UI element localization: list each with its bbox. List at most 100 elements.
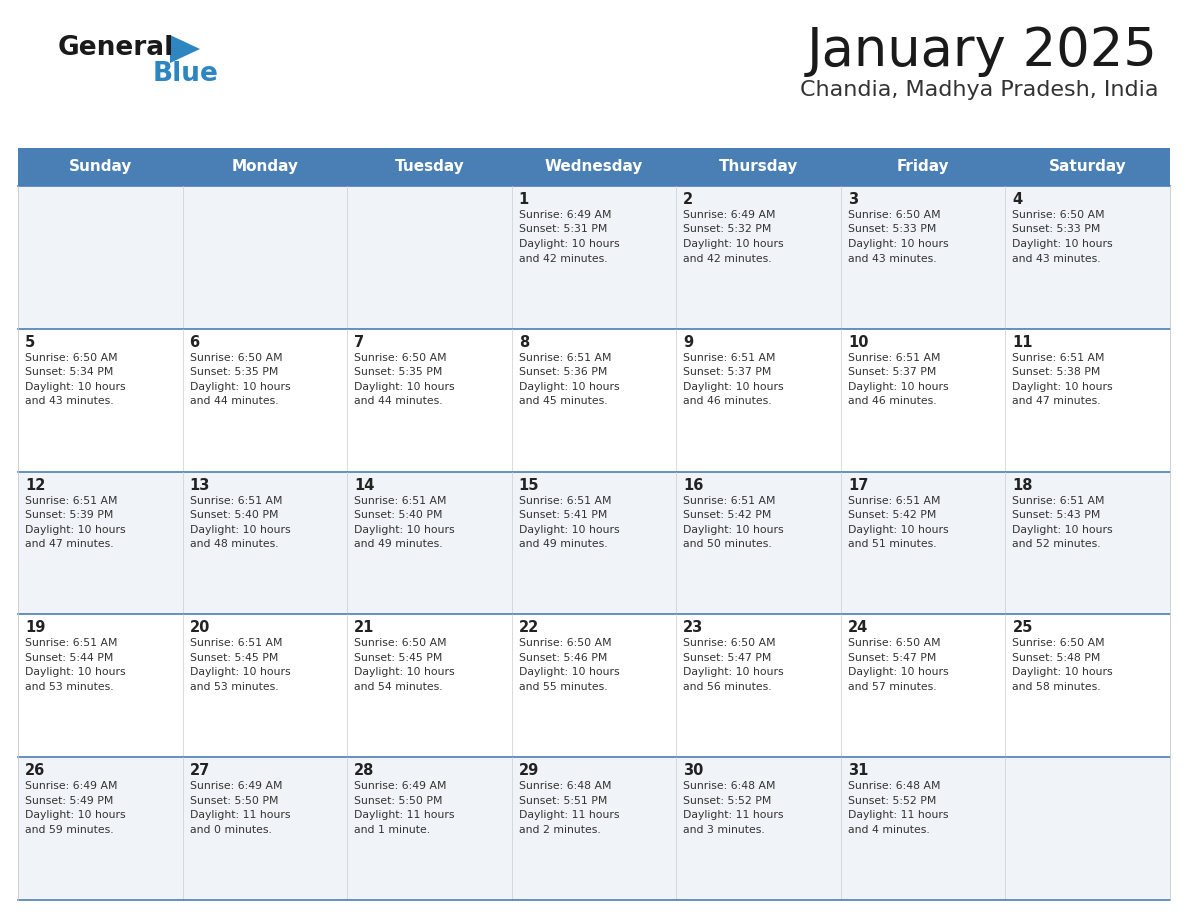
Text: Daylight: 10 hours: Daylight: 10 hours [190, 524, 290, 534]
Text: General: General [58, 35, 175, 61]
Text: Daylight: 11 hours: Daylight: 11 hours [190, 811, 290, 820]
Text: Sunset: 5:34 PM: Sunset: 5:34 PM [25, 367, 113, 377]
Text: 17: 17 [848, 477, 868, 493]
Text: and 44 minutes.: and 44 minutes. [354, 397, 443, 407]
Text: and 46 minutes.: and 46 minutes. [848, 397, 936, 407]
Text: and 42 minutes.: and 42 minutes. [683, 253, 772, 263]
Text: Sunrise: 6:49 AM: Sunrise: 6:49 AM [25, 781, 118, 791]
Text: Sunrise: 6:49 AM: Sunrise: 6:49 AM [354, 781, 447, 791]
Text: 18: 18 [1012, 477, 1032, 493]
Text: 23: 23 [683, 621, 703, 635]
Text: 29: 29 [519, 763, 539, 778]
Text: 21: 21 [354, 621, 374, 635]
Text: and 56 minutes.: and 56 minutes. [683, 682, 772, 692]
Text: 19: 19 [25, 621, 45, 635]
Text: Daylight: 10 hours: Daylight: 10 hours [190, 667, 290, 677]
Text: and 3 minutes.: and 3 minutes. [683, 824, 765, 834]
Bar [18, 614, 1170, 757]
Text: Sunrise: 6:48 AM: Sunrise: 6:48 AM [683, 781, 776, 791]
Text: and 2 minutes.: and 2 minutes. [519, 824, 600, 834]
Text: Sunset: 5:43 PM: Sunset: 5:43 PM [1012, 510, 1101, 521]
Text: Sunrise: 6:49 AM: Sunrise: 6:49 AM [519, 210, 611, 220]
Text: Daylight: 10 hours: Daylight: 10 hours [190, 382, 290, 392]
Text: Sunrise: 6:50 AM: Sunrise: 6:50 AM [848, 638, 941, 648]
Text: Daylight: 11 hours: Daylight: 11 hours [519, 811, 619, 820]
Text: Daylight: 10 hours: Daylight: 10 hours [519, 239, 619, 249]
Text: Sunset: 5:39 PM: Sunset: 5:39 PM [25, 510, 113, 521]
Text: Sunrise: 6:51 AM: Sunrise: 6:51 AM [519, 353, 611, 363]
Text: Sunset: 5:50 PM: Sunset: 5:50 PM [354, 796, 443, 806]
Text: 8: 8 [519, 335, 529, 350]
Bar [183, 148, 347, 186]
Text: Sunset: 5:44 PM: Sunset: 5:44 PM [25, 653, 113, 663]
Text: Daylight: 10 hours: Daylight: 10 hours [848, 667, 948, 677]
Bar [347, 148, 512, 186]
Text: Daylight: 10 hours: Daylight: 10 hours [848, 524, 948, 534]
Text: and 49 minutes.: and 49 minutes. [519, 539, 607, 549]
Text: Sunset: 5:36 PM: Sunset: 5:36 PM [519, 367, 607, 377]
Text: and 50 minutes.: and 50 minutes. [683, 539, 772, 549]
Text: 30: 30 [683, 763, 703, 778]
Text: Sunrise: 6:48 AM: Sunrise: 6:48 AM [519, 781, 611, 791]
Text: 4: 4 [1012, 192, 1023, 207]
Text: Sunset: 5:47 PM: Sunset: 5:47 PM [848, 653, 936, 663]
Text: Daylight: 10 hours: Daylight: 10 hours [1012, 239, 1113, 249]
Text: and 4 minutes.: and 4 minutes. [848, 824, 929, 834]
Text: and 43 minutes.: and 43 minutes. [25, 397, 114, 407]
Text: Daylight: 10 hours: Daylight: 10 hours [519, 667, 619, 677]
Text: Sunset: 5:45 PM: Sunset: 5:45 PM [354, 653, 442, 663]
Text: and 0 minutes.: and 0 minutes. [190, 824, 271, 834]
Text: 31: 31 [848, 763, 868, 778]
Text: Sunrise: 6:51 AM: Sunrise: 6:51 AM [1012, 353, 1105, 363]
Text: Daylight: 10 hours: Daylight: 10 hours [1012, 667, 1113, 677]
Text: Chandia, Madhya Pradesh, India: Chandia, Madhya Pradesh, India [800, 80, 1158, 100]
Text: Sunset: 5:49 PM: Sunset: 5:49 PM [25, 796, 113, 806]
Text: Sunset: 5:42 PM: Sunset: 5:42 PM [848, 510, 936, 521]
Text: Sunset: 5:41 PM: Sunset: 5:41 PM [519, 510, 607, 521]
Text: and 48 minutes.: and 48 minutes. [190, 539, 278, 549]
Text: Daylight: 10 hours: Daylight: 10 hours [25, 811, 126, 820]
Text: and 57 minutes.: and 57 minutes. [848, 682, 936, 692]
Text: Daylight: 10 hours: Daylight: 10 hours [683, 239, 784, 249]
Text: Sunrise: 6:51 AM: Sunrise: 6:51 AM [354, 496, 447, 506]
Text: and 1 minute.: and 1 minute. [354, 824, 430, 834]
Text: Sunset: 5:38 PM: Sunset: 5:38 PM [1012, 367, 1101, 377]
Text: Daylight: 10 hours: Daylight: 10 hours [25, 382, 126, 392]
Text: 25: 25 [1012, 621, 1032, 635]
Text: Sunset: 5:31 PM: Sunset: 5:31 PM [519, 225, 607, 234]
Text: Sunset: 5:37 PM: Sunset: 5:37 PM [848, 367, 936, 377]
Bar [18, 329, 1170, 472]
Text: 16: 16 [683, 477, 703, 493]
Text: Sunset: 5:42 PM: Sunset: 5:42 PM [683, 510, 772, 521]
Text: Daylight: 10 hours: Daylight: 10 hours [848, 382, 948, 392]
Text: Sunset: 5:35 PM: Sunset: 5:35 PM [190, 367, 278, 377]
Text: and 55 minutes.: and 55 minutes. [519, 682, 607, 692]
Text: and 46 minutes.: and 46 minutes. [683, 397, 772, 407]
Text: and 43 minutes.: and 43 minutes. [1012, 253, 1101, 263]
Text: Daylight: 10 hours: Daylight: 10 hours [25, 667, 126, 677]
Text: Sunset: 5:52 PM: Sunset: 5:52 PM [848, 796, 936, 806]
Text: Friday: Friday [897, 160, 949, 174]
Text: Sunrise: 6:51 AM: Sunrise: 6:51 AM [683, 353, 776, 363]
Text: Sunrise: 6:50 AM: Sunrise: 6:50 AM [1012, 210, 1105, 220]
Text: Sunset: 5:50 PM: Sunset: 5:50 PM [190, 796, 278, 806]
Text: Sunrise: 6:51 AM: Sunrise: 6:51 AM [848, 496, 941, 506]
Text: and 42 minutes.: and 42 minutes. [519, 253, 607, 263]
Text: Thursday: Thursday [719, 160, 798, 174]
Text: 28: 28 [354, 763, 374, 778]
Text: 27: 27 [190, 763, 210, 778]
Text: and 49 minutes.: and 49 minutes. [354, 539, 443, 549]
Text: 14: 14 [354, 477, 374, 493]
Text: Sunset: 5:32 PM: Sunset: 5:32 PM [683, 225, 772, 234]
Text: Sunday: Sunday [69, 160, 132, 174]
Text: Sunset: 5:40 PM: Sunset: 5:40 PM [190, 510, 278, 521]
Text: Wednesday: Wednesday [545, 160, 643, 174]
Text: Sunrise: 6:51 AM: Sunrise: 6:51 AM [519, 496, 611, 506]
Text: Sunset: 5:51 PM: Sunset: 5:51 PM [519, 796, 607, 806]
Text: Monday: Monday [232, 160, 298, 174]
Text: Saturday: Saturday [1049, 160, 1126, 174]
Text: Sunset: 5:52 PM: Sunset: 5:52 PM [683, 796, 772, 806]
Text: 6: 6 [190, 335, 200, 350]
Bar [1005, 148, 1170, 186]
Text: Daylight: 10 hours: Daylight: 10 hours [683, 667, 784, 677]
